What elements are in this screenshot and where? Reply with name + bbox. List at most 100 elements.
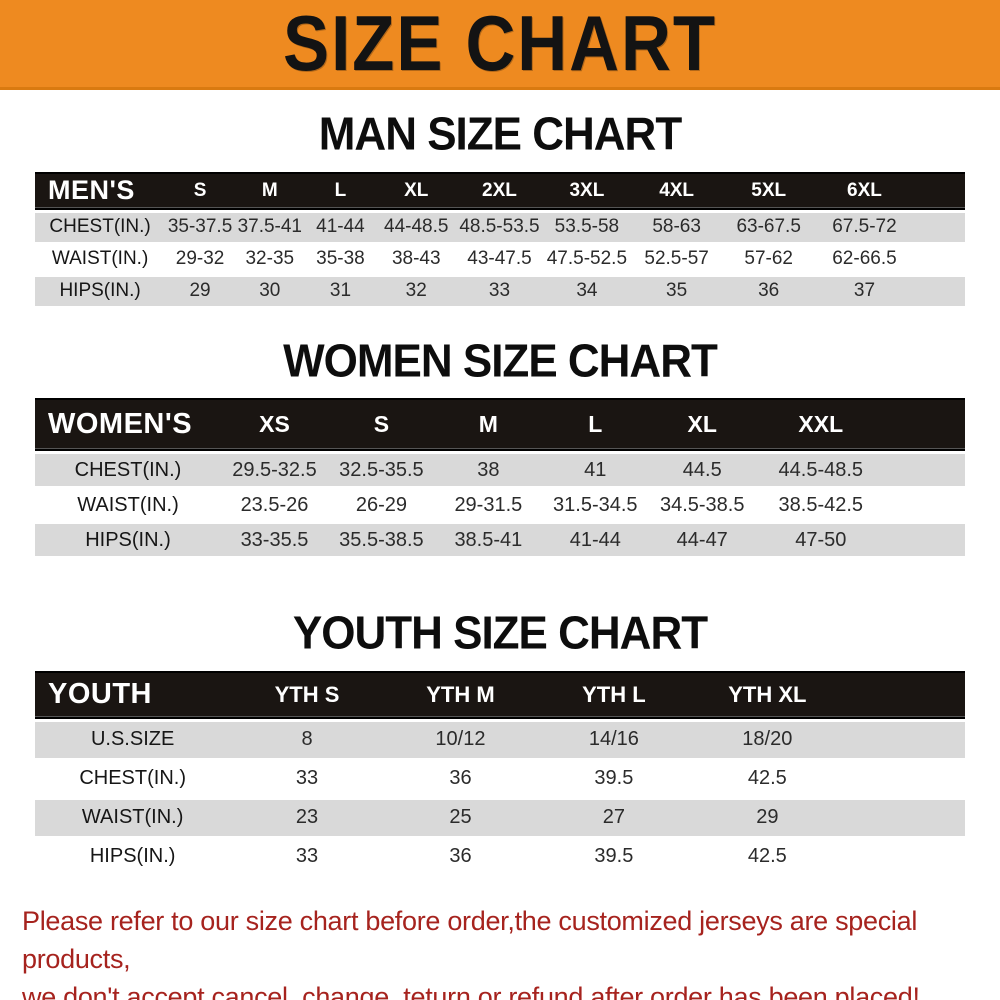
table-row: WAIST(IN.) 23.5-26 26-29 29-31.5 31.5-34… bbox=[35, 489, 965, 521]
youth-corner-label: YOUTH bbox=[35, 670, 231, 719]
header-filler bbox=[913, 171, 965, 210]
youth-size-table: YOUTH YTH S YTH M YTH L YTH XL U.S.SIZE … bbox=[35, 668, 965, 878]
size-value-cell: 38-43 bbox=[391, 248, 441, 270]
size-value-cell: 36 bbox=[449, 845, 472, 868]
row-label: WAIST(IN.) bbox=[51, 248, 149, 270]
size-column-header: YTH L bbox=[537, 670, 691, 719]
size-value-cell: 37.5-41 bbox=[234, 212, 305, 242]
size-column-header: YTH M bbox=[383, 670, 538, 719]
size-value-cell: 53.5-58 bbox=[542, 212, 632, 242]
size-value-cell: 43-47.5 bbox=[467, 248, 532, 270]
size-value-cell: 27 bbox=[537, 799, 691, 836]
size-value-cell: 33 bbox=[456, 276, 543, 306]
size-value-cell: 44-48.5 bbox=[376, 212, 457, 242]
table-row: HIPS(IN.) 33 36 39.5 42.5 bbox=[35, 839, 965, 875]
size-value-cell: 29-31.5 bbox=[454, 493, 523, 516]
size-value-cell: 36 bbox=[722, 276, 816, 306]
womens-table-header-row: WOMEN'S XS S M L XL XXL bbox=[35, 398, 965, 452]
header-filler bbox=[885, 398, 965, 452]
size-column-header: 3XL bbox=[542, 171, 632, 210]
women-size-chart-title: WOMEN SIZE CHART bbox=[283, 335, 718, 387]
row-label: U.S.SIZE bbox=[35, 721, 231, 758]
size-value-cell: 57-62 bbox=[744, 248, 793, 270]
mens-size-table: MEN'S S M L XL 2XL 3XL 4XL 5XL 6XL CHEST… bbox=[35, 169, 965, 309]
size-value-cell: 37 bbox=[815, 276, 914, 306]
size-value-cell: 39.5 bbox=[594, 845, 634, 868]
table-row: HIPS(IN.) 29 30 31 32 33 34 35 36 37 bbox=[35, 276, 965, 306]
size-value-cell: 32-35 bbox=[245, 248, 295, 270]
row-label: CHEST(IN.) bbox=[35, 454, 222, 487]
row-label: HIPS(IN.) bbox=[89, 845, 176, 868]
size-column-header: XS bbox=[221, 398, 328, 452]
header-filler bbox=[844, 670, 965, 719]
size-column-header: 4XL bbox=[631, 171, 723, 210]
size-value-cell: 35-37.5 bbox=[165, 212, 235, 242]
size-value-cell: 29-32 bbox=[175, 248, 225, 270]
size-column-header: XXL bbox=[755, 398, 886, 452]
size-value-cell: 33 bbox=[295, 767, 319, 790]
size-value-cell: 26-29 bbox=[355, 493, 407, 516]
table-row: U.S.SIZE 8 10/12 14/16 18/20 bbox=[35, 721, 965, 758]
size-value-cell: 41-44 bbox=[541, 524, 649, 557]
size-value-cell: 44-47 bbox=[648, 524, 756, 557]
size-value-cell: 30 bbox=[234, 276, 305, 306]
row-label: CHEST(IN.) bbox=[79, 767, 186, 790]
size-value-cell: 25 bbox=[383, 799, 538, 836]
disclaimer-text: Please refer to our size chart before or… bbox=[0, 902, 1000, 1000]
size-column-header: 6XL bbox=[815, 171, 914, 210]
size-value-cell: 35 bbox=[631, 276, 723, 306]
size-value-cell: 42.5 bbox=[747, 845, 787, 868]
youth-table-header-row: YOUTH YTH S YTH M YTH L YTH XL bbox=[35, 670, 965, 719]
mens-table-header-row: MEN'S S M L XL 2XL 3XL 4XL 5XL 6XL bbox=[35, 171, 965, 210]
size-value-cell: 41 bbox=[541, 454, 649, 487]
size-value-cell: 67.5-72 bbox=[815, 212, 914, 242]
size-value-cell: 33-35.5 bbox=[221, 524, 328, 557]
row-label: CHEST(IN.) bbox=[35, 212, 166, 242]
size-column-header: 5XL bbox=[722, 171, 816, 210]
size-value-cell: 44.5-48.5 bbox=[755, 454, 886, 487]
man-size-chart-title: MAN SIZE CHART bbox=[318, 108, 682, 161]
size-value-cell: 41-44 bbox=[304, 212, 377, 242]
size-column-header: M bbox=[434, 398, 542, 452]
table-row: CHEST(IN.) 29.5-32.5 32.5-35.5 38 41 44.… bbox=[35, 454, 965, 487]
disclaimer-line-1: Please refer to our size chart before or… bbox=[22, 905, 918, 974]
size-value-cell: 35.5-38.5 bbox=[327, 524, 435, 557]
size-value-cell: 47.5-52.5 bbox=[546, 248, 628, 270]
size-value-cell: 44.5 bbox=[648, 454, 756, 487]
size-value-cell: 58-63 bbox=[631, 212, 723, 242]
size-value-cell: 39.5 bbox=[594, 767, 634, 790]
row-label: WAIST(IN.) bbox=[77, 493, 179, 516]
size-column-header: M bbox=[234, 171, 305, 210]
size-value-cell: 35-38 bbox=[316, 248, 365, 270]
size-value-cell: 34 bbox=[542, 276, 632, 306]
size-column-header: S bbox=[327, 398, 435, 452]
mens-corner-label: MEN'S bbox=[35, 171, 166, 210]
size-column-header: S bbox=[165, 171, 235, 210]
size-value-cell: 52.5-57 bbox=[644, 248, 709, 270]
size-value-cell: 36 bbox=[449, 767, 472, 790]
womens-size-table: WOMEN'S XS S M L XL XXL CHEST(IN.) 29.5-… bbox=[35, 395, 965, 559]
table-row: HIPS(IN.) 33-35.5 35.5-38.5 38.5-41 41-4… bbox=[35, 524, 965, 557]
size-value-cell: 29 bbox=[690, 799, 845, 836]
size-column-header: YTH XL bbox=[690, 670, 845, 719]
size-value-cell: 18/20 bbox=[690, 721, 845, 758]
size-value-cell: 14/16 bbox=[537, 721, 691, 758]
size-value-cell: 62-66.5 bbox=[832, 248, 897, 270]
size-value-cell: 42.5 bbox=[747, 767, 787, 790]
disclaimer-line-2: we don't accept cancel, change, teturn o… bbox=[22, 981, 920, 1000]
size-value-cell: 32 bbox=[376, 276, 457, 306]
size-value-cell: 29 bbox=[165, 276, 235, 306]
youth-size-chart-title: YOUTH SIZE CHART bbox=[292, 607, 708, 660]
size-value-cell: 23.5-26 bbox=[240, 493, 309, 516]
size-value-cell: 38.5-41 bbox=[434, 524, 542, 557]
womens-corner-label: WOMEN'S bbox=[35, 398, 222, 452]
size-value-cell: 23 bbox=[230, 799, 384, 836]
size-value-cell: 48.5-53.5 bbox=[456, 212, 543, 242]
size-column-header: 2XL bbox=[456, 171, 543, 210]
size-column-header: L bbox=[304, 171, 377, 210]
table-row: CHEST(IN.) 33 36 39.5 42.5 bbox=[35, 761, 965, 797]
size-value-cell: 10/12 bbox=[383, 721, 538, 758]
row-label: WAIST(IN.) bbox=[35, 799, 231, 836]
size-value-cell: 38.5-42.5 bbox=[778, 493, 864, 516]
size-value-cell: 8 bbox=[230, 721, 384, 758]
